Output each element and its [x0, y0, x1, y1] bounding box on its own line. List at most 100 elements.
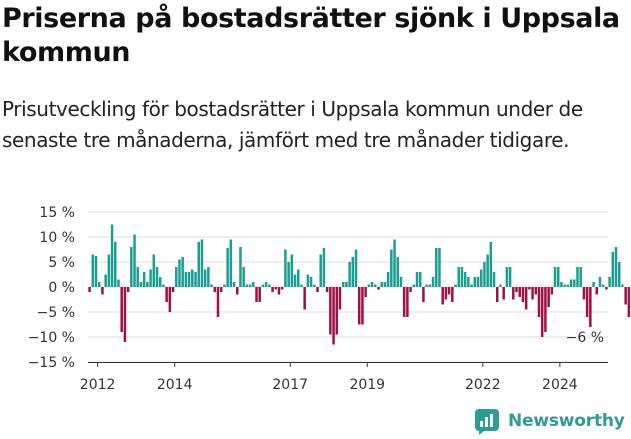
bar — [460, 267, 464, 287]
bar — [248, 284, 252, 287]
bar — [473, 277, 477, 287]
bar — [547, 287, 550, 307]
bar — [168, 287, 172, 312]
bar — [200, 239, 204, 287]
bar — [130, 247, 133, 287]
bar — [531, 287, 534, 300]
bar — [380, 282, 383, 287]
bar — [483, 262, 486, 287]
bar — [207, 267, 210, 287]
bar — [399, 277, 403, 287]
bar — [534, 287, 538, 295]
y-tick-label: 5 % — [48, 255, 75, 271]
bar — [489, 242, 493, 287]
x-axis: 2012 2014 2017 2019 2022 2024 — [80, 362, 608, 393]
bar — [165, 287, 168, 302]
bar — [470, 284, 473, 287]
bar — [104, 274, 107, 287]
bar — [537, 287, 541, 317]
bar — [406, 287, 409, 317]
bar — [293, 274, 297, 287]
bar — [264, 282, 268, 287]
bar — [203, 269, 207, 287]
bar — [345, 282, 348, 287]
bar — [139, 282, 143, 287]
bar — [187, 272, 191, 287]
bar — [621, 284, 624, 287]
bar — [370, 282, 374, 287]
bar — [219, 287, 223, 292]
bar — [303, 287, 306, 310]
x-tick-label: 2017 — [272, 377, 308, 393]
bar — [579, 267, 582, 287]
bar — [521, 287, 525, 302]
chart-title: Priserna på bostadsrätter sjönk i Uppsal… — [2, 3, 620, 68]
bar — [573, 279, 576, 287]
bar — [582, 287, 586, 300]
bar — [319, 254, 322, 287]
bar — [348, 262, 351, 287]
bar — [149, 269, 152, 287]
bar — [325, 287, 329, 292]
bar — [229, 239, 233, 287]
x-tick-label: 2019 — [349, 377, 385, 393]
bar — [309, 277, 313, 287]
bar — [107, 254, 111, 287]
bar — [110, 224, 114, 287]
bar — [476, 277, 480, 287]
x-tick-label: 2022 — [465, 377, 501, 393]
bar — [306, 274, 310, 287]
y-tick-label: 10 % — [39, 230, 75, 246]
bar — [435, 248, 438, 287]
bar — [258, 287, 261, 302]
bar — [447, 287, 451, 295]
bar — [524, 287, 528, 310]
bar — [335, 287, 339, 335]
bar — [158, 277, 162, 287]
bar — [245, 284, 249, 287]
bars — [88, 224, 631, 345]
bar — [569, 279, 573, 287]
bar — [518, 287, 521, 297]
bar — [441, 287, 444, 305]
bar — [181, 257, 184, 287]
bar — [627, 287, 631, 317]
bar — [354, 249, 358, 287]
bar — [364, 287, 367, 297]
bar — [601, 284, 605, 287]
bar — [171, 287, 175, 292]
y-tick-label: −10 % — [28, 330, 75, 346]
bar — [431, 277, 435, 287]
chart-subtitle: Prisutveckling för bostadsrätter i Uppsa… — [2, 97, 583, 152]
x-tick-label: 2014 — [157, 377, 193, 393]
bar — [409, 287, 412, 292]
bar — [300, 284, 303, 287]
bar — [261, 284, 265, 287]
bar — [428, 284, 432, 287]
bar — [338, 287, 342, 310]
bar — [213, 287, 217, 292]
bar — [608, 277, 611, 287]
bar — [528, 287, 531, 290]
bar — [611, 252, 615, 287]
bar — [152, 254, 156, 287]
bar — [505, 267, 509, 287]
bar — [361, 287, 364, 325]
bar — [268, 284, 271, 287]
bar — [178, 259, 181, 287]
bar — [223, 284, 226, 287]
data-labels: −6 % — [566, 330, 604, 346]
bar — [367, 284, 371, 287]
bar — [614, 247, 618, 287]
y-tick-label: −5 % — [37, 305, 75, 321]
bar — [550, 287, 554, 295]
bar — [422, 287, 425, 302]
bar — [197, 242, 200, 287]
bar — [117, 279, 120, 287]
bar — [94, 256, 98, 287]
bar — [383, 282, 387, 287]
bar — [515, 287, 518, 292]
bar — [297, 269, 300, 287]
bar — [418, 272, 422, 287]
